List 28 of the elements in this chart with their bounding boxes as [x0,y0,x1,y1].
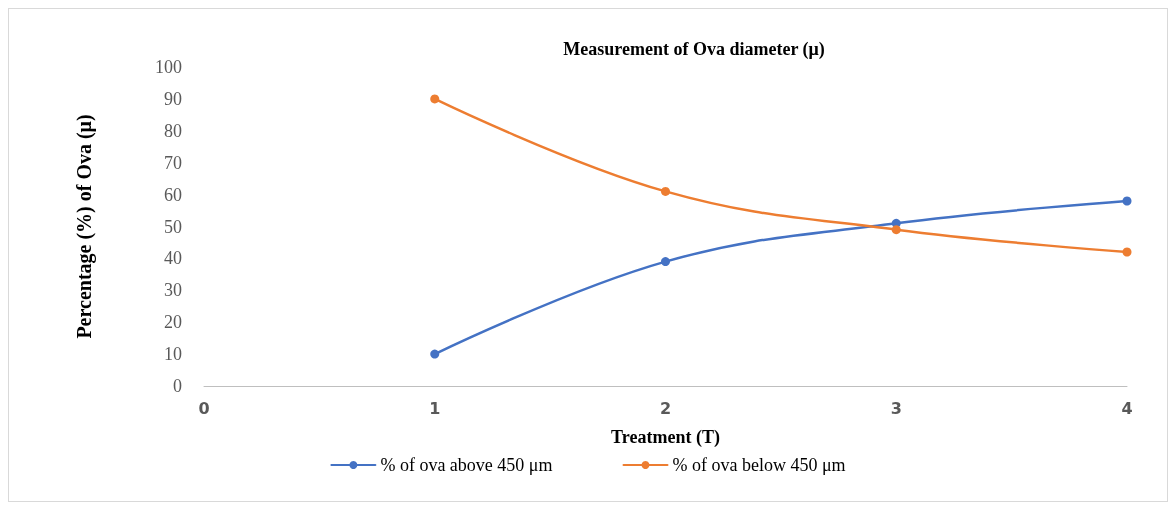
y-axis-title: Percentage (%) of Ova (μ) [73,114,96,339]
y-tick-label: 70 [164,152,182,173]
y-tick-label: 60 [164,184,182,205]
y-tick-label: 50 [164,216,182,237]
y-tick-label: 10 [164,344,182,365]
point [661,257,670,267]
point [430,94,440,104]
point [1122,247,1132,257]
y-tick-label: 0 [173,376,182,396]
x-tick-label: 4 [1121,398,1133,418]
point [891,225,901,235]
legend-label: % of ova above 450 μm [380,455,553,475]
x-tick-label: 3 [890,398,902,418]
point [661,186,670,196]
y-tick-label: 20 [164,312,182,333]
y-tick-label: 80 [164,120,182,141]
x-tick-label: 2 [659,398,672,418]
y-tick-label: 90 [164,88,182,109]
y-tick-label: 40 [164,248,182,269]
y-tick-label: 30 [164,280,182,301]
x-tick-label: 1 [429,398,441,418]
y-tick-label: 100 [155,57,182,77]
x-tick-label: 0 [198,398,210,418]
legend-label: % of ova below 450 μm [672,455,846,475]
x-axis-title: Treatment (T) [611,427,720,448]
chart-title: Measurement of Ova diameter (μ) [563,39,825,60]
point [1122,196,1132,206]
point [430,349,440,359]
